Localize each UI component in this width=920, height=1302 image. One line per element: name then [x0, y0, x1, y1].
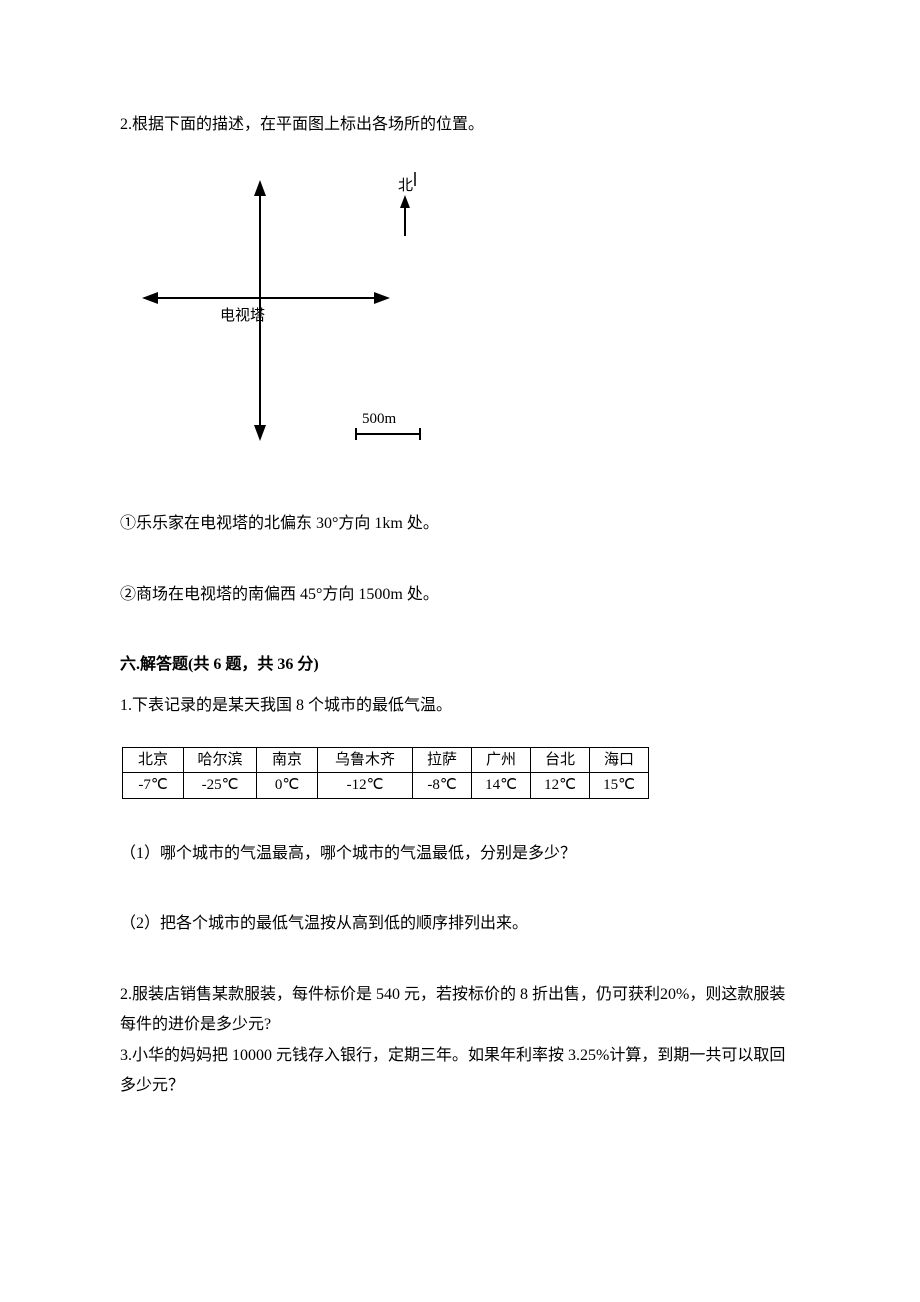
table-value-cell: 0℃	[257, 773, 318, 799]
table-value-cell: 14℃	[472, 773, 531, 799]
section6-heading: 六.解答题(共 6 题，共 36 分)	[120, 650, 800, 680]
s6-q1-sub1: （1）哪个城市的气温最高，哪个城市的气温最低，分别是多少？	[120, 839, 800, 869]
q2-sub2: ②商场在电视塔的南偏西 45°方向 1500m 处。	[120, 580, 800, 610]
s6-q2: 2.服装店销售某款服装，每件标价是 540 元，若按标价的 8 折出售，仍可获利…	[120, 980, 800, 1041]
q2-sub1: ①乐乐家在电视塔的北偏东 30°方向 1km 处。	[120, 509, 800, 539]
table-header-cell: 乌鲁木齐	[318, 747, 413, 773]
table-header-cell: 南京	[257, 747, 318, 773]
table-value-cell: -12℃	[318, 773, 413, 799]
s6-q1-sub2: （2）把各个城市的最低气温按从高到低的顺序排列出来。	[120, 909, 800, 939]
direction-diagram: 电视塔 北 500m	[130, 168, 800, 463]
q2-title: 2.根据下面的描述，在平面图上标出各场所的位置。	[120, 110, 800, 140]
table-header-cell: 台北	[531, 747, 590, 773]
scale-text: 500m	[362, 411, 397, 427]
table-header-cell: 广州	[472, 747, 531, 773]
table-row: 北京 哈尔滨 南京 乌鲁木齐 拉萨 广州 台北 海口	[123, 747, 649, 773]
table-value-cell: 12℃	[531, 773, 590, 799]
table-header-cell: 海口	[590, 747, 649, 773]
s6-q1-title: 1.下表记录的是某天我国 8 个城市的最低气温。	[120, 691, 800, 721]
table-value-cell: -8℃	[413, 773, 472, 799]
table-header-cell: 北京	[123, 747, 184, 773]
north-label: 北	[398, 177, 413, 194]
temperature-table: 北京 哈尔滨 南京 乌鲁木齐 拉萨 广州 台北 海口 -7℃ -25℃ 0℃ -…	[122, 747, 649, 799]
center-label: 电视塔	[220, 307, 265, 324]
table-header-cell: 拉萨	[413, 747, 472, 773]
table-value-cell: -25℃	[184, 773, 257, 799]
table-value-cell: -7℃	[123, 773, 184, 799]
table-value-cell: 15℃	[590, 773, 649, 799]
table-header-cell: 哈尔滨	[184, 747, 257, 773]
s6-q3: 3.小华的妈妈把 10000 元钱存入银行，定期三年。如果年利率按 3.25%计…	[120, 1041, 800, 1102]
table-row: -7℃ -25℃ 0℃ -12℃ -8℃ 14℃ 12℃ 15℃	[123, 773, 649, 799]
